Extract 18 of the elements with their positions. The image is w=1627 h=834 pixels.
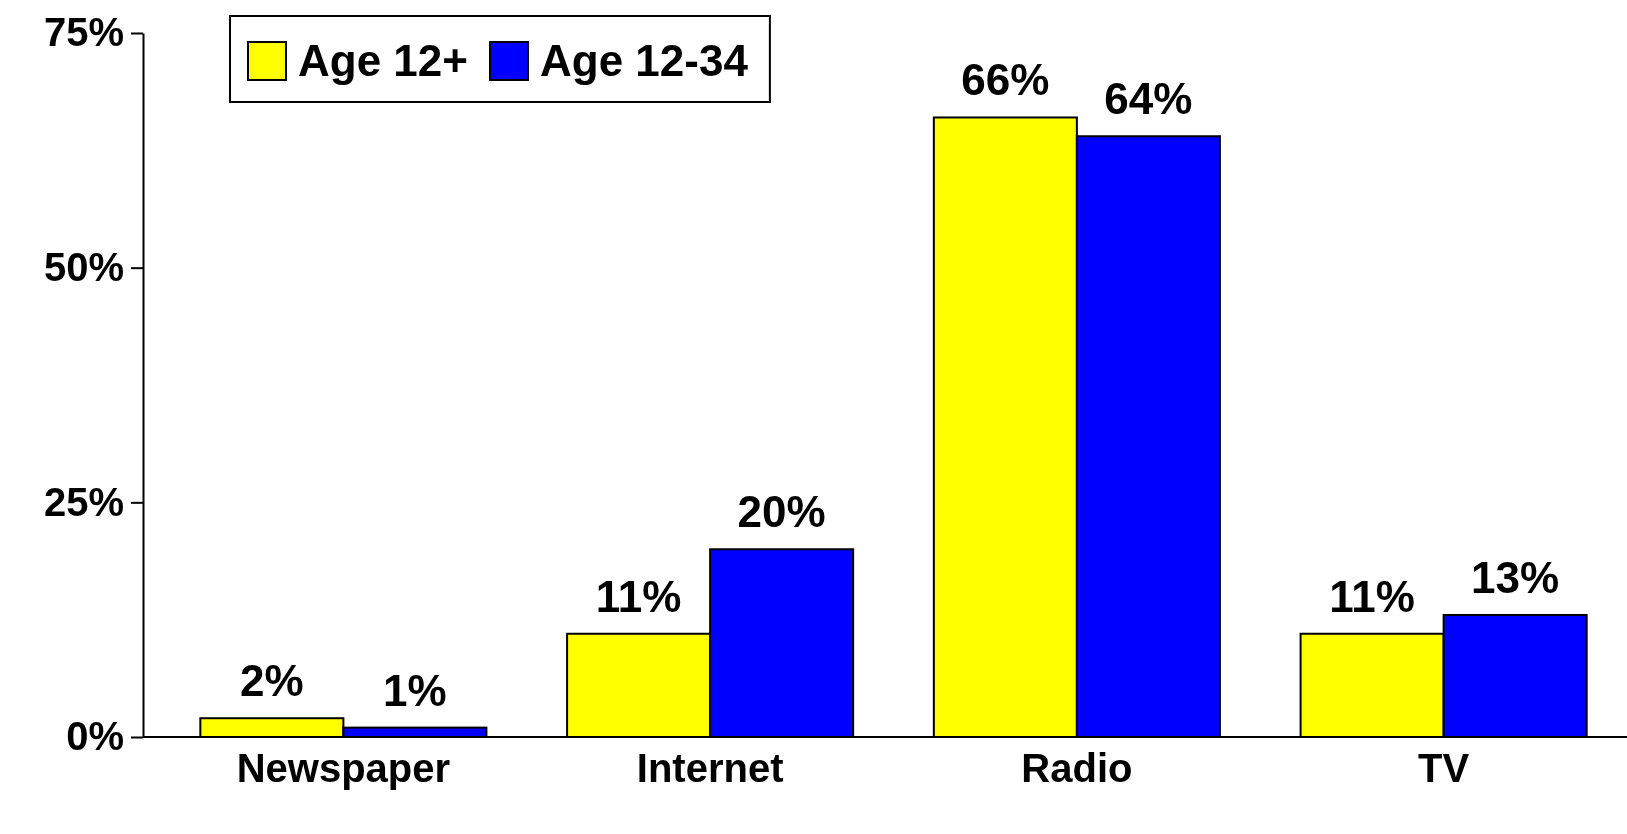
data-label: 1% xyxy=(383,665,447,715)
data-label: 13% xyxy=(1471,552,1560,602)
data-label: 66% xyxy=(961,55,1050,105)
y-tick-label: 75% xyxy=(43,10,124,55)
data-label: 11% xyxy=(1329,571,1415,621)
data-label: 20% xyxy=(737,487,826,537)
y-tick-label: 0% xyxy=(66,714,124,759)
y-tick-label: 25% xyxy=(43,479,124,524)
x-tick-label: Internet xyxy=(636,746,784,790)
x-tick-label: Newspaper xyxy=(236,746,451,790)
legend-label: Age 12+ xyxy=(298,36,468,85)
y-tick-label: 50% xyxy=(43,244,124,289)
legend-label: Age 12-34 xyxy=(539,36,749,85)
x-tick-label: Radio xyxy=(1021,746,1133,790)
data-label: 11% xyxy=(595,571,682,621)
x-tick-label: TV xyxy=(1418,746,1470,790)
data-label: 2% xyxy=(240,656,304,706)
data-label: 64% xyxy=(1104,74,1193,124)
